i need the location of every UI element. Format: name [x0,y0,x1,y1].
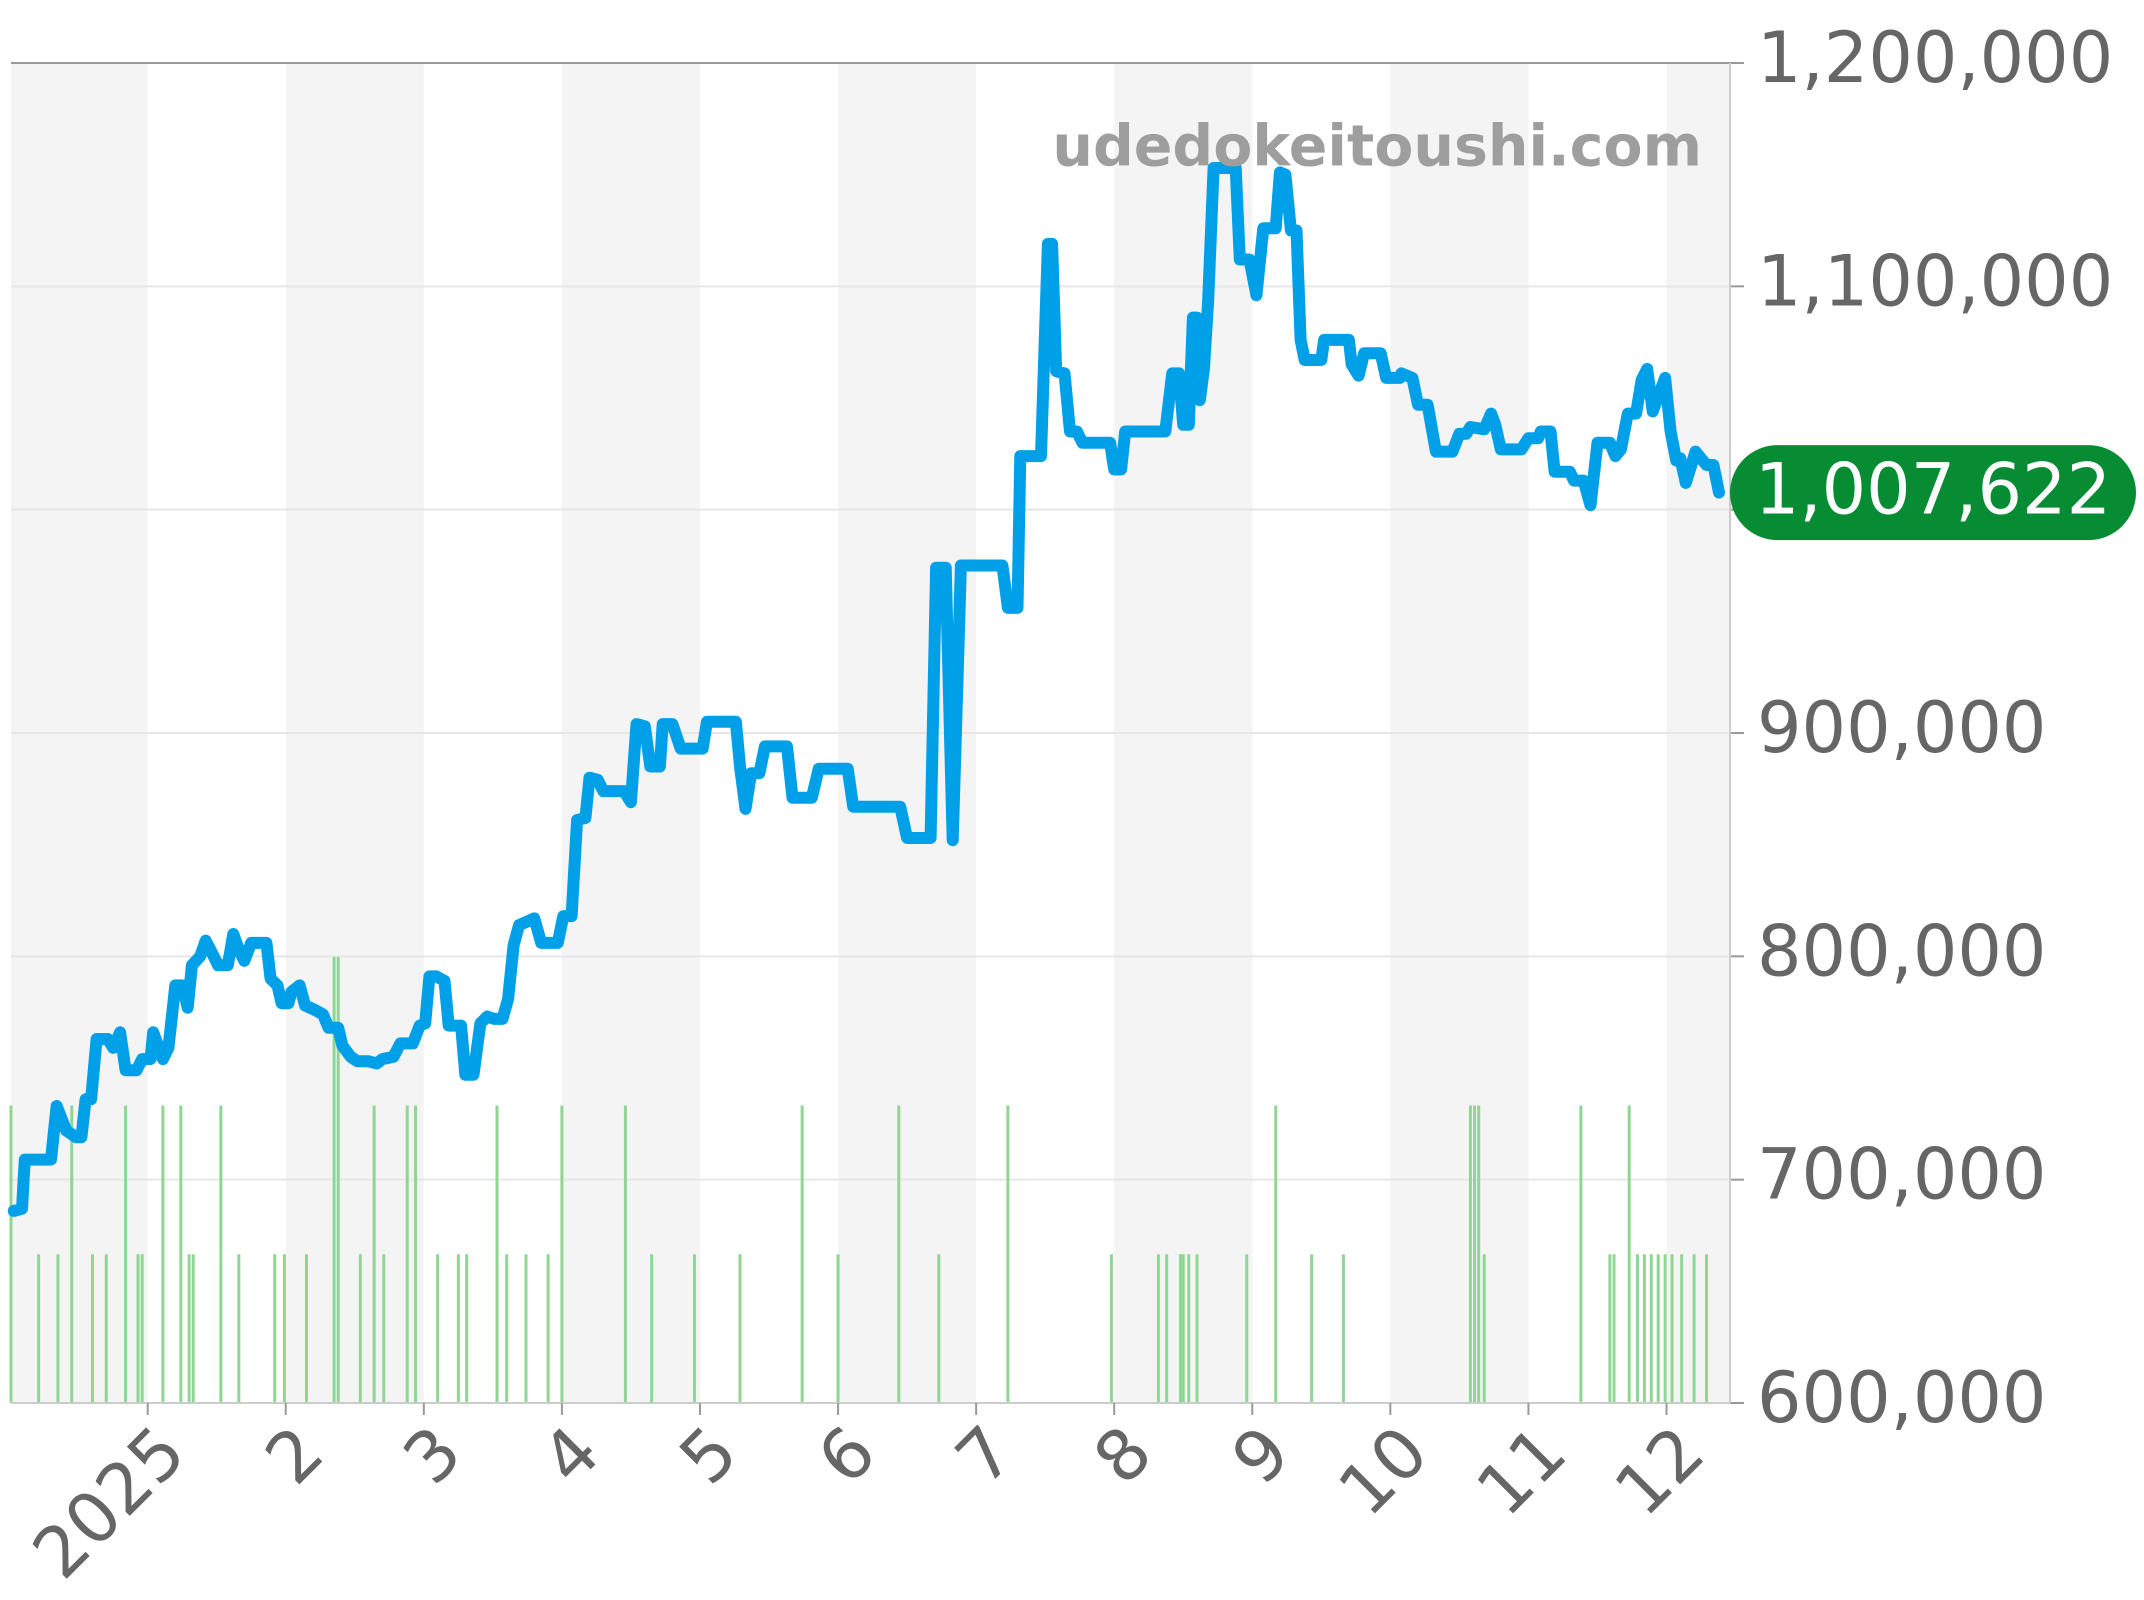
volume-bar [405,1105,409,1403]
volume-bar [1656,1254,1660,1403]
volume-bar [650,1254,654,1403]
badge-label: 1,007,622 [1755,449,2111,531]
volume-bar [692,1254,696,1403]
x-tick-label: 7 [940,1410,1029,1499]
volume-bar [1181,1254,1185,1403]
volume-bar [332,956,336,1403]
volume-bar [161,1105,165,1403]
x-tick-label: 9 [1216,1410,1305,1499]
x-tick-label: 11 [1461,1410,1582,1531]
volume-bars [9,956,1709,1403]
volume-bar [90,1254,94,1403]
volume-bar [1579,1105,1583,1403]
volume-bar [897,1105,901,1403]
x-tick-label: 2 [250,1410,339,1499]
y-tick-label: 1,200,000 [1757,17,2113,99]
volume-bar [1109,1254,1113,1403]
y-tick-label: 1,100,000 [1757,240,2113,322]
volume-bar [836,1254,840,1403]
watermark: udedokeitoushi.com [1052,114,1702,180]
x-tick-label: 4 [526,1410,615,1499]
y-tick-label: 900,000 [1757,687,2046,769]
volume-bar [304,1254,308,1403]
current-price-badge: 1,007,622 [1730,445,2136,541]
volume-bar [465,1254,469,1403]
volume-bar [1477,1105,1481,1403]
volume-bar [456,1254,460,1403]
volume-bar [937,1254,941,1403]
volume-bar [1195,1254,1199,1403]
volume-bar [136,1254,140,1403]
volume-bar [140,1254,144,1403]
volume-bar [70,1105,74,1403]
x-tick-label: 12 [1599,1410,1720,1531]
volume-bar [505,1254,509,1403]
volume-bar [1680,1254,1684,1403]
volume-bar [9,1105,13,1403]
volume-bar [219,1105,223,1403]
price-line [7,162,1725,1217]
volume-bar [1341,1254,1345,1403]
volume-bar [560,1105,564,1403]
volume-bar [1006,1105,1010,1403]
y-tick-label: 800,000 [1757,910,2046,992]
volume-bar [524,1254,528,1403]
volume-bar [336,956,340,1403]
volume-bar [495,1105,499,1403]
volume-bar [1627,1105,1631,1403]
volume-bar [1649,1254,1653,1403]
x-tick-label: 3 [388,1410,477,1499]
x-tick-label: 6 [802,1410,891,1499]
volume-bar [1705,1254,1709,1403]
volume-bar [56,1254,60,1403]
badge-pill [1730,445,2136,541]
volume-bar [358,1254,362,1403]
volume-bar [1482,1254,1486,1403]
volume-bar [1642,1254,1646,1403]
x-tick-label: 8 [1078,1410,1167,1499]
volume-bar [382,1254,386,1403]
volume-bar [800,1105,804,1403]
volume-bar [1187,1254,1191,1403]
volume-bar [1156,1254,1160,1403]
volume-bar [1635,1254,1639,1403]
y-tick-label: 600,000 [1757,1357,2046,1439]
volume-bar [104,1254,108,1403]
y-tick-label: 700,000 [1757,1134,2046,1216]
volume-bar [179,1105,183,1403]
volume-bar [436,1254,440,1403]
volume-bar [414,1105,418,1403]
volume-bar [282,1254,286,1403]
volume-bar [1245,1254,1249,1403]
volume-bar [1178,1254,1182,1403]
volume-bar [1670,1254,1674,1403]
volume-bar [1473,1105,1477,1403]
volume-bar [1692,1254,1696,1403]
volume-bar [1608,1254,1612,1403]
volume-bar [1612,1254,1616,1403]
volume-bar [124,1105,128,1403]
volume-bar [372,1105,376,1403]
volume-bar [623,1105,627,1403]
volume-bar [273,1254,277,1403]
volume-bar [1663,1254,1667,1403]
volume-bar [1165,1254,1169,1403]
volume-bar [237,1254,241,1403]
volume-bar [1310,1254,1314,1403]
volume-bar [187,1254,191,1403]
volume-bar [1468,1105,1472,1403]
volume-bar [37,1254,41,1403]
volume-bar [738,1254,742,1403]
volume-bar [1274,1105,1278,1403]
volume-bar [191,1254,195,1403]
price-line [7,162,1725,1217]
x-tick-label: 10 [1323,1410,1444,1531]
volume-bar [546,1254,550,1403]
x-tick-label: 5 [664,1410,753,1499]
x-tick-label: 2025 [17,1410,201,1594]
